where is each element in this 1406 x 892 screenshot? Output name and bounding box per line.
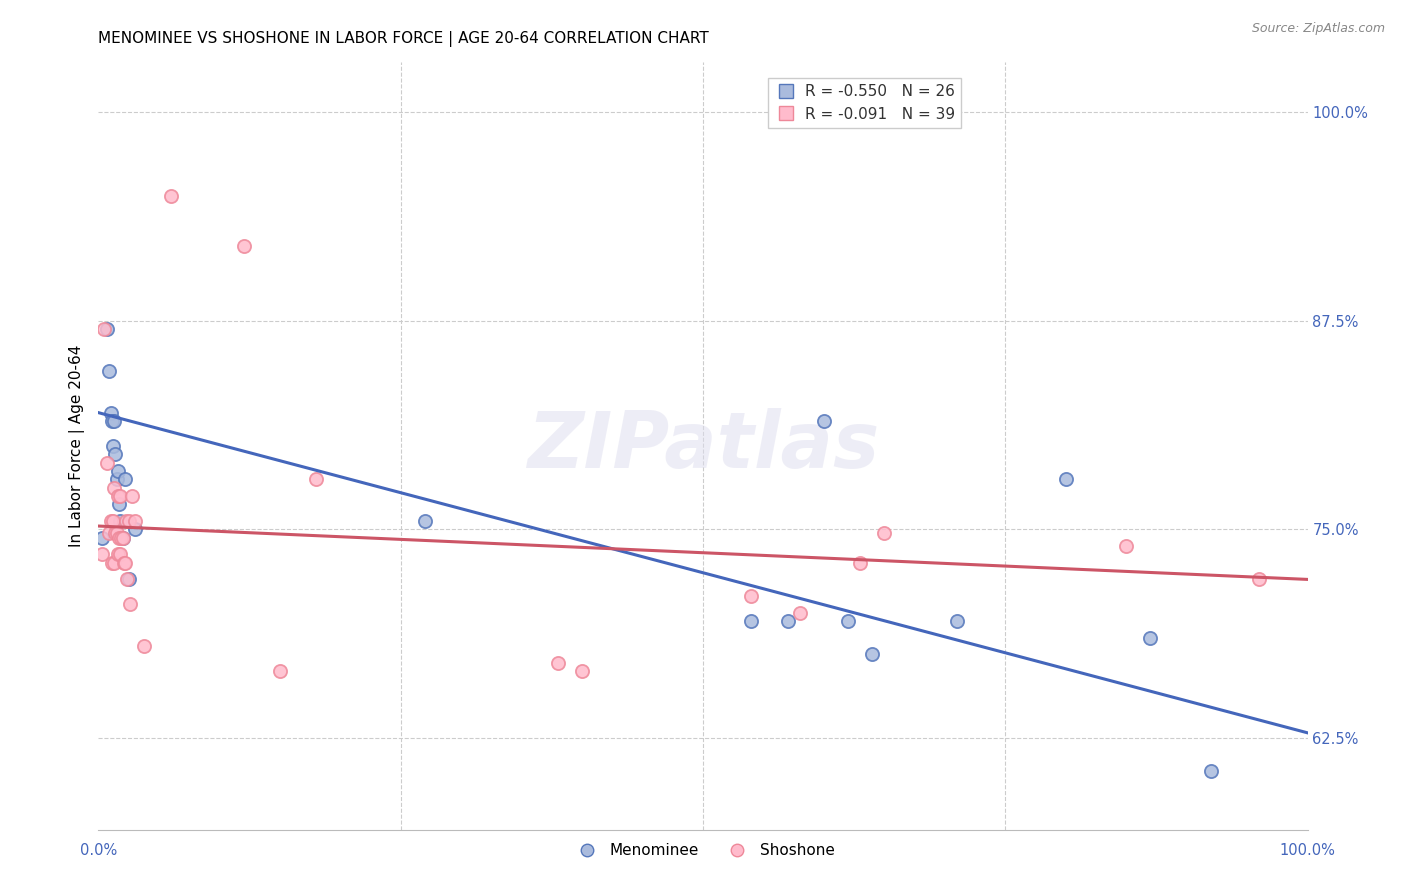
Text: Source: ZipAtlas.com: Source: ZipAtlas.com	[1251, 22, 1385, 36]
Text: 100.0%: 100.0%	[1279, 843, 1336, 858]
Point	[571, 664, 593, 678]
Point	[107, 464, 129, 478]
Y-axis label: In Labor Force | Age 20-64: In Labor Force | Age 20-64	[69, 345, 86, 547]
Point	[100, 414, 122, 428]
Point	[1054, 472, 1077, 486]
Point	[813, 414, 835, 428]
Text: 0.0%: 0.0%	[80, 843, 117, 858]
Point	[124, 514, 146, 528]
Point	[93, 322, 115, 336]
Point	[134, 639, 156, 653]
Point	[1115, 539, 1137, 553]
Point	[547, 656, 569, 670]
Point	[100, 406, 122, 420]
Point	[100, 556, 122, 570]
Point	[100, 514, 122, 528]
Point	[946, 614, 969, 628]
Text: MENOMINEE VS SHOSHONE IN LABOR FORCE | AGE 20-64 CORRELATION CHART: MENOMINEE VS SHOSHONE IN LABOR FORCE | A…	[98, 31, 709, 47]
Point	[103, 481, 125, 495]
Point	[232, 239, 254, 253]
Point	[118, 573, 141, 587]
Point	[101, 514, 124, 528]
Point	[117, 573, 139, 587]
Point	[107, 489, 129, 503]
Point	[96, 322, 118, 336]
Point	[115, 514, 138, 528]
Point	[114, 472, 136, 486]
Point	[124, 522, 146, 536]
Point	[108, 531, 131, 545]
Point	[108, 497, 131, 511]
Point	[108, 548, 131, 562]
Point	[837, 614, 859, 628]
Point	[112, 556, 135, 570]
Point	[118, 514, 141, 528]
Point	[108, 514, 131, 528]
Point	[860, 648, 883, 662]
Text: ZIPatlas: ZIPatlas	[527, 408, 879, 484]
Point	[105, 472, 128, 486]
Point	[1199, 764, 1222, 779]
Point	[873, 525, 896, 540]
Point	[776, 614, 799, 628]
Point	[849, 556, 872, 570]
Point	[1139, 631, 1161, 645]
Point	[118, 598, 141, 612]
Legend: Menominee, Shoshone: Menominee, Shoshone	[565, 837, 841, 864]
Point	[1249, 573, 1271, 587]
Point	[121, 489, 143, 503]
Point	[91, 531, 114, 545]
Point	[740, 589, 762, 603]
Point	[111, 531, 134, 545]
Point	[111, 531, 134, 545]
Point	[114, 556, 136, 570]
Point	[789, 606, 811, 620]
Point	[740, 614, 762, 628]
Point	[103, 414, 125, 428]
Point	[105, 525, 128, 540]
Point	[160, 189, 183, 203]
Point	[107, 548, 129, 562]
Point	[108, 489, 131, 503]
Point	[104, 525, 127, 540]
Point	[305, 472, 328, 486]
Point	[96, 456, 118, 470]
Point	[269, 664, 291, 678]
Point	[104, 447, 127, 461]
Point	[98, 364, 121, 378]
Point	[110, 531, 132, 545]
Point	[413, 514, 436, 528]
Point	[91, 548, 114, 562]
Point	[103, 556, 125, 570]
Point	[101, 439, 124, 453]
Point	[98, 525, 121, 540]
